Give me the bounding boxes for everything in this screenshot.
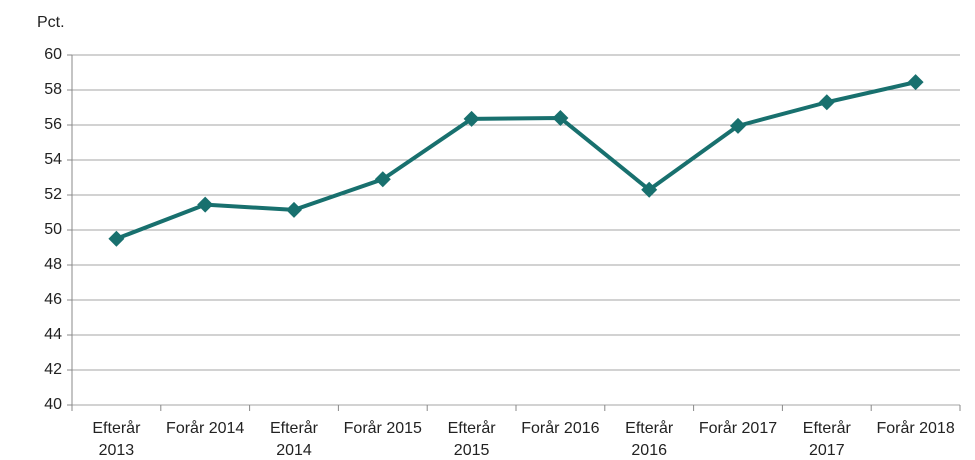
y-unit-label: Pct.: [37, 14, 65, 31]
x-tick-label: Efterår 2015: [447, 420, 496, 459]
y-tick-label: 42: [44, 361, 62, 378]
y-tick-label: 40: [44, 396, 62, 413]
point-marker: [552, 110, 569, 126]
y-tick-label: 58: [44, 81, 62, 98]
x-tick-label: Forår 2018: [876, 420, 955, 437]
point-marker: [730, 117, 746, 134]
x-tick-label: Efterår 2016: [625, 420, 674, 459]
series-line: [115, 80, 917, 241]
point-marker: [641, 181, 658, 198]
y-tick-label: 54: [44, 151, 62, 168]
point-marker: [907, 74, 924, 91]
point-marker: [286, 201, 302, 218]
y-tick-label: 50: [44, 221, 62, 238]
x-tick-label: Efterår 2014: [269, 420, 318, 459]
y-tick-label: 46: [44, 291, 62, 308]
y-tick-label: 52: [44, 186, 62, 203]
x-tick-label: Forår 2014: [166, 420, 245, 437]
point-marker: [108, 230, 125, 247]
x-tick-label: Forår 2017: [698, 420, 778, 437]
point-marker: [374, 171, 391, 188]
y-tick-label: 56: [44, 116, 62, 133]
x-tick-label: Efterår 2013: [92, 420, 141, 459]
point-marker: [463, 110, 480, 127]
point-marker: [818, 94, 835, 111]
point-marker: [197, 196, 214, 213]
y-tick-label: 60: [44, 46, 62, 63]
y-tick-label: 44: [44, 326, 62, 343]
x-tick-label: Efterår 2017: [802, 420, 851, 459]
x-tick-label: Forår 2015: [343, 420, 422, 437]
y-tick-label: 48: [44, 256, 62, 273]
x-tick-label: Forår 2016: [521, 420, 600, 437]
